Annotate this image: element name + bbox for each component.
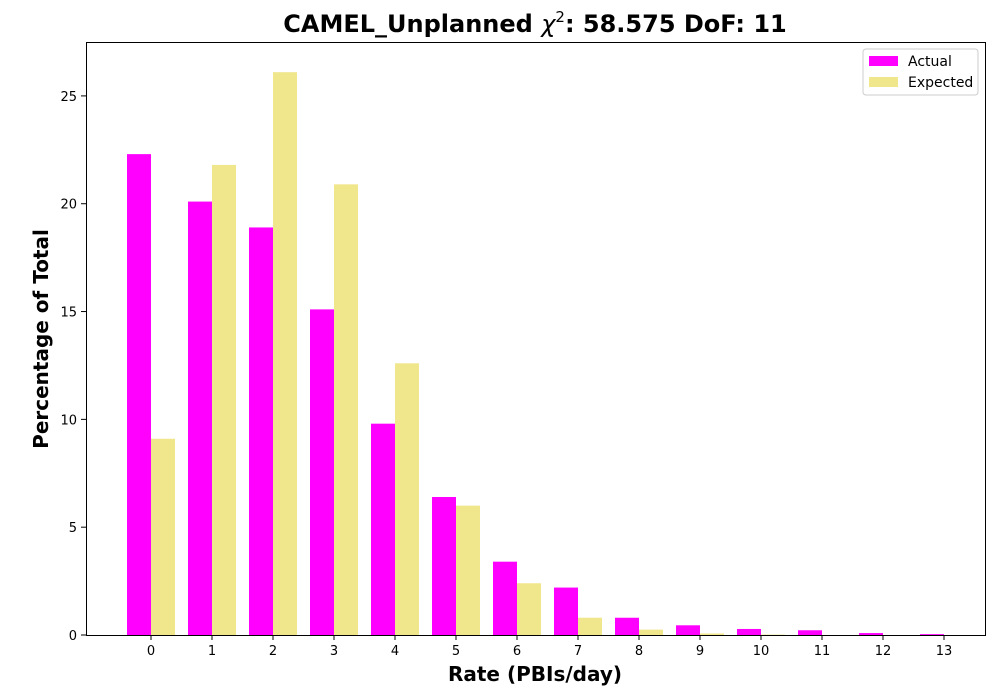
chart-title: CAMEL_Unplanned χ2: 58.575 DoF: 11 <box>283 8 786 38</box>
title-suffix: : 58.575 DoF: 11 <box>565 10 787 38</box>
x-tick-label: 10 <box>753 644 770 659</box>
bar-actual-3 <box>310 309 334 635</box>
x-tick-label: 3 <box>330 644 338 659</box>
bar-actual-1 <box>188 201 212 635</box>
bar-expected-9 <box>700 633 724 635</box>
plot-frame <box>86 42 986 636</box>
bar-actual-10 <box>737 628 761 635</box>
legend-label-expected: Expected <box>908 75 973 91</box>
bars-group <box>127 72 944 636</box>
x-tick-label: 9 <box>696 644 704 659</box>
bar-expected-7 <box>578 617 602 635</box>
title-sup: 2 <box>555 8 565 26</box>
bar-actual-2 <box>249 227 273 635</box>
legend-swatch-actual <box>869 56 898 66</box>
y-tick-label: 20 <box>60 198 77 213</box>
bar-expected-3 <box>334 184 358 635</box>
bar-actual-11 <box>798 630 822 635</box>
title-prefix: CAMEL_Unplanned <box>283 10 541 38</box>
x-tick-label: 11 <box>814 644 831 659</box>
bar-expected-4 <box>395 363 419 635</box>
bar-actual-13 <box>920 634 944 635</box>
y-tick-label: 10 <box>60 413 77 428</box>
bar-actual-4 <box>371 423 395 635</box>
y-tick-label: 5 <box>69 521 77 536</box>
x-tick-label: 0 <box>147 644 155 659</box>
legend-swatch-expected <box>869 77 898 87</box>
x-tick-label: 8 <box>635 644 643 659</box>
bar-actual-7 <box>554 587 578 635</box>
x-tick-label: 1 <box>208 644 216 659</box>
y-ticks: 0 5 10 15 20 25 <box>60 90 86 644</box>
bar-expected-6 <box>517 583 541 635</box>
bar-actual-5 <box>432 496 456 635</box>
y-tick-label: 15 <box>60 306 77 321</box>
x-axis-label: Rate (PBIs/day) <box>448 662 622 686</box>
bar-actual-9 <box>676 625 700 635</box>
y-tick-label: 25 <box>60 90 77 105</box>
bar-expected-2 <box>273 72 297 636</box>
x-tick-label: 7 <box>574 644 582 659</box>
x-tick-label: 6 <box>513 644 521 659</box>
bar-actual-6 <box>493 561 517 635</box>
x-tick-label: 13 <box>936 644 953 659</box>
y-tick-label: 0 <box>69 629 77 644</box>
x-tick-label: 2 <box>269 644 277 659</box>
title-chi: χ <box>539 10 556 38</box>
bar-expected-1 <box>212 164 236 635</box>
legend: Actual Expected <box>862 48 979 96</box>
bar-actual-8 <box>615 617 639 635</box>
y-axis-label: Percentage of Total <box>29 229 53 449</box>
x-ticks: 0 1 2 3 4 5 6 7 8 9 10 11 12 13 <box>147 635 952 659</box>
legend-label-actual: Actual <box>908 54 952 70</box>
bar-expected-0 <box>151 438 175 635</box>
x-tick-label: 4 <box>391 644 399 659</box>
x-tick-label: 12 <box>875 644 892 659</box>
bar-expected-8 <box>639 629 663 635</box>
bar-actual-0 <box>127 154 151 635</box>
bar-actual-12 <box>859 633 883 635</box>
x-tick-label: 5 <box>452 644 460 659</box>
bar-expected-5 <box>456 505 480 635</box>
